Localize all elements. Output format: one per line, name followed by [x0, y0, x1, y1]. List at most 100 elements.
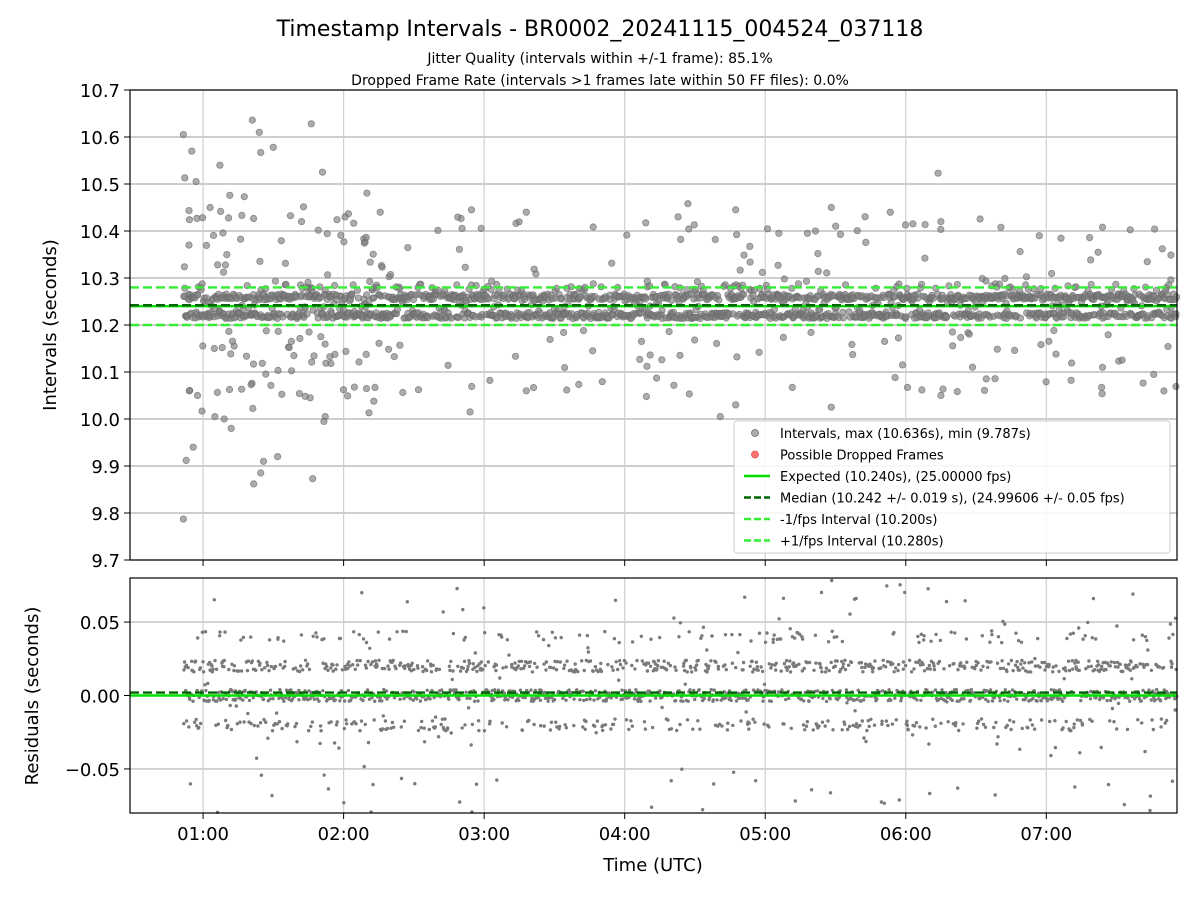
residual-point: [402, 719, 407, 723]
residual-point: [1075, 718, 1080, 722]
residual-point: [197, 725, 201, 730]
residual-point: [767, 725, 771, 729]
residual-point: [599, 661, 603, 666]
interval-point: [192, 178, 200, 186]
interval-point: [690, 336, 699, 344]
interval-point: [832, 222, 840, 230]
interval-point: [386, 270, 395, 279]
residual-point: [1115, 727, 1119, 731]
residual-point: [771, 637, 775, 641]
residual-point: [322, 773, 326, 777]
residual-point: [803, 728, 807, 732]
residual-point: [1089, 664, 1094, 668]
residual-point: [760, 669, 765, 674]
interval-point: [198, 280, 206, 288]
residual-point: [1053, 719, 1057, 723]
residual-point: [184, 719, 189, 723]
residual-point: [1019, 640, 1024, 644]
residual-point: [815, 689, 820, 693]
residual-point: [264, 720, 268, 724]
residual-point: [779, 637, 783, 641]
interval-point: [323, 230, 331, 238]
interval-point: [467, 206, 476, 214]
residual-point: [516, 664, 520, 668]
residual-point: [1148, 794, 1153, 798]
chart-subtitle-1: Jitter Quality (intervals within +/-1 fr…: [426, 51, 772, 67]
residual-point: [243, 688, 247, 693]
residual-point: [845, 701, 849, 705]
residual-point: [969, 687, 973, 692]
residual-point: [447, 697, 451, 701]
interval-point: [484, 295, 492, 303]
residual-point: [1104, 667, 1108, 672]
residual-point: [331, 663, 335, 667]
residual-point: [520, 728, 524, 732]
residual-point: [734, 699, 739, 703]
residual-point: [1051, 670, 1055, 674]
residual-point: [269, 664, 273, 669]
residual-point: [988, 640, 992, 644]
residual-point: [829, 660, 833, 665]
residual-point: [241, 635, 246, 640]
interval-point: [1167, 251, 1175, 259]
interval-point: [286, 212, 295, 220]
residual-point: [996, 635, 1001, 639]
interval-point: [589, 347, 597, 355]
residual-point: [1043, 668, 1047, 672]
interval-point: [249, 404, 257, 412]
residual-point: [479, 660, 483, 664]
residual-point: [513, 661, 517, 665]
residual-point: [505, 638, 510, 642]
residual-point: [887, 688, 891, 692]
residual-point: [905, 723, 910, 727]
interval-point: [758, 268, 767, 276]
interval-point: [807, 328, 815, 337]
residual-point: [747, 727, 751, 731]
residual-point: [449, 659, 453, 664]
residual-point: [688, 688, 692, 692]
residual-point: [1011, 668, 1015, 673]
interval-point: [256, 257, 264, 265]
residual-point: [1129, 660, 1133, 664]
residual-point: [820, 720, 825, 724]
interval-point: [468, 382, 476, 391]
residual-point: [1170, 662, 1174, 666]
interval-point: [378, 263, 386, 271]
residual-point: [678, 621, 683, 625]
residual-point: [326, 787, 331, 791]
interval-point: [1167, 276, 1175, 284]
interval-point: [560, 363, 569, 372]
residual-point: [918, 725, 922, 729]
interval-point: [257, 469, 265, 477]
interval-point: [295, 389, 303, 398]
residual-point: [1065, 636, 1069, 641]
interval-point: [816, 306, 824, 314]
residual-point: [440, 688, 444, 692]
residual-point: [927, 663, 931, 668]
interval-point: [350, 219, 358, 227]
residual-point: [529, 688, 533, 692]
residual-point: [662, 659, 666, 663]
residual-point: [383, 719, 388, 723]
residual-point: [182, 721, 186, 726]
interval-point: [861, 213, 869, 221]
residual-point: [680, 767, 684, 771]
residual-point: [192, 670, 196, 674]
residual-point: [282, 639, 286, 643]
interval-point: [285, 343, 293, 352]
interval-point: [1094, 248, 1102, 256]
residual-point: [1145, 662, 1150, 667]
residual-point: [283, 664, 287, 669]
residual-point: [363, 722, 367, 727]
residual-point: [858, 723, 862, 728]
residual-point: [740, 696, 745, 700]
residual-point: [1076, 660, 1080, 664]
interval-point: [646, 351, 654, 359]
residual-point: [981, 664, 985, 668]
residual-point: [1021, 666, 1025, 670]
legend-marker: [751, 429, 759, 437]
residual-point: [554, 720, 558, 724]
residual-point: [724, 667, 728, 672]
residual-point: [754, 779, 758, 783]
residual-point: [270, 793, 274, 798]
